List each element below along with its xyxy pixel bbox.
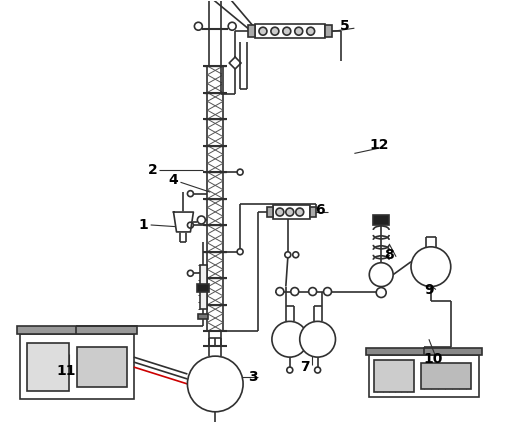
Text: 9: 9 bbox=[424, 282, 434, 297]
Circle shape bbox=[283, 27, 291, 35]
Bar bbox=[421, 363, 471, 389]
Bar bbox=[366, 348, 482, 355]
Bar bbox=[255, 24, 325, 38]
Circle shape bbox=[276, 208, 284, 216]
Text: 11: 11 bbox=[56, 364, 76, 378]
Bar bbox=[200, 265, 207, 309]
Circle shape bbox=[369, 263, 393, 286]
Circle shape bbox=[187, 270, 194, 276]
Text: 12: 12 bbox=[369, 139, 389, 153]
Circle shape bbox=[296, 208, 304, 216]
Circle shape bbox=[271, 27, 279, 35]
Bar bbox=[369, 355, 479, 397]
Bar bbox=[197, 284, 209, 292]
Circle shape bbox=[259, 27, 267, 35]
Circle shape bbox=[187, 222, 194, 228]
Text: 2: 2 bbox=[147, 163, 157, 177]
Text: 10: 10 bbox=[424, 352, 443, 366]
Circle shape bbox=[411, 247, 451, 286]
Circle shape bbox=[187, 356, 243, 412]
Text: 3: 3 bbox=[248, 370, 258, 384]
Bar bbox=[273, 205, 310, 219]
Circle shape bbox=[197, 216, 205, 224]
Bar bbox=[248, 25, 255, 37]
Text: 6: 6 bbox=[315, 203, 324, 217]
Circle shape bbox=[286, 208, 294, 216]
Bar bbox=[198, 315, 208, 319]
Circle shape bbox=[237, 249, 243, 255]
Circle shape bbox=[324, 288, 332, 296]
Bar bbox=[77, 347, 127, 387]
Circle shape bbox=[276, 288, 284, 296]
Circle shape bbox=[187, 191, 194, 197]
Bar bbox=[19, 334, 134, 399]
Circle shape bbox=[300, 321, 335, 357]
Circle shape bbox=[291, 288, 298, 296]
Circle shape bbox=[287, 367, 293, 373]
Text: 7: 7 bbox=[300, 360, 309, 374]
Circle shape bbox=[293, 252, 298, 258]
Circle shape bbox=[237, 169, 243, 175]
Circle shape bbox=[307, 27, 315, 35]
Bar bbox=[325, 25, 332, 37]
Text: 5: 5 bbox=[339, 19, 349, 33]
Circle shape bbox=[228, 22, 236, 30]
Text: 8: 8 bbox=[384, 248, 394, 262]
Circle shape bbox=[315, 367, 321, 373]
Circle shape bbox=[376, 288, 386, 297]
Polygon shape bbox=[174, 212, 194, 232]
Bar bbox=[373, 215, 389, 225]
Text: 1: 1 bbox=[139, 218, 148, 232]
Bar bbox=[310, 207, 315, 217]
Circle shape bbox=[309, 288, 316, 296]
Text: 4: 4 bbox=[168, 173, 178, 187]
Bar bbox=[374, 360, 414, 392]
Bar bbox=[16, 326, 137, 334]
Circle shape bbox=[195, 22, 202, 30]
Bar bbox=[28, 343, 69, 391]
Circle shape bbox=[272, 321, 308, 357]
Circle shape bbox=[295, 27, 303, 35]
Circle shape bbox=[285, 252, 291, 258]
Bar bbox=[267, 207, 273, 217]
